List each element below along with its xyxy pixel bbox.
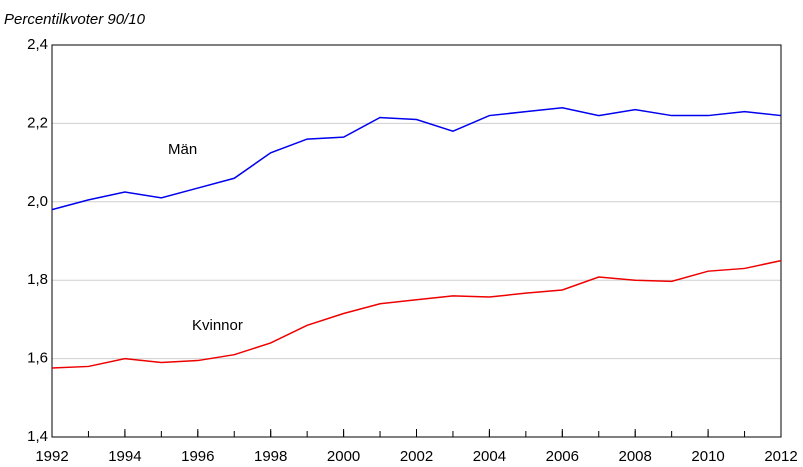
- chart-title: Percentilkvoter 90/10: [4, 11, 146, 28]
- x-tick-label: 2006: [546, 448, 579, 465]
- series-line: [51, 259, 782, 369]
- x-tick-label: 1992: [35, 448, 68, 465]
- x-tick-label: 2000: [327, 448, 360, 465]
- x-tick-label: 2008: [619, 448, 652, 465]
- plot-frame: [51, 44, 782, 438]
- y-tick-label: 1,8: [27, 271, 48, 288]
- x-tick-label: 1994: [108, 448, 141, 465]
- x-tick-label: 2002: [400, 448, 433, 465]
- series-line: [51, 106, 782, 211]
- series-label: Män: [168, 141, 197, 158]
- x-tick-label: 1996: [181, 448, 214, 465]
- y-tick-label: 2,2: [27, 114, 48, 131]
- x-tick-label: 2004: [473, 448, 506, 465]
- y-tick-label: 2,4: [27, 36, 48, 53]
- y-tick-label: 2,0: [27, 193, 48, 210]
- series-label: Kvinnor: [192, 317, 243, 334]
- x-tick-label: 1998: [254, 448, 287, 465]
- x-tick-label: 2012: [764, 448, 797, 465]
- x-tick-label: 2010: [691, 448, 724, 465]
- y-tick-label: 1,6: [27, 350, 48, 367]
- y-tick-label: 1,4: [27, 428, 48, 445]
